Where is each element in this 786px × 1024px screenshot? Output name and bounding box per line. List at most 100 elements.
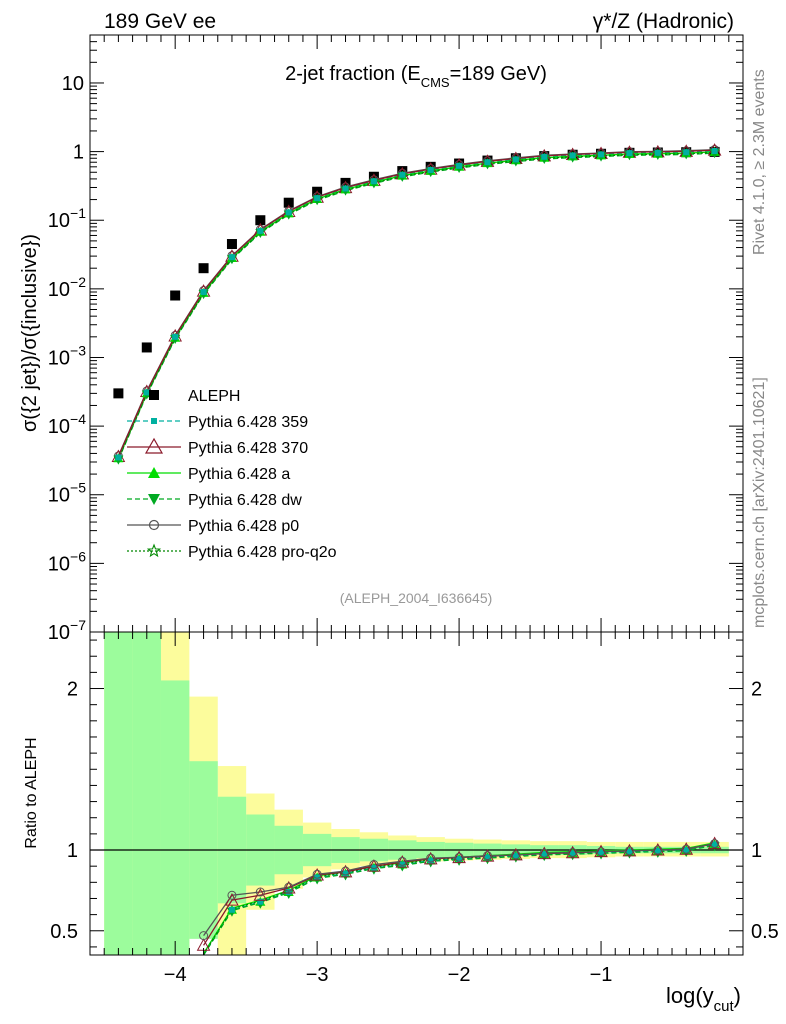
aleph-data-point [283, 197, 294, 208]
y-tick-label: 10−1 [48, 205, 86, 232]
ratio-p0-marker [653, 845, 663, 855]
aleph-data-point [113, 388, 124, 399]
ratio-y-tick-label: 0.5 [50, 921, 78, 943]
legend-label: Pythia 6.428 p0 [188, 518, 299, 535]
y-tick-label: 10−3 [48, 342, 86, 369]
legend-label: Pythia 6.428 359 [188, 414, 308, 431]
ratio-359-marker [711, 841, 718, 848]
ratio-p0-marker [511, 850, 521, 860]
ratio-y-tick-label: 1 [67, 840, 78, 862]
mc-line-pa [117, 151, 715, 459]
legend-marker-p0 [148, 519, 160, 531]
chart-title: 2-jet fraction (ECMS=189 GeV) [285, 63, 547, 90]
stat-band [104, 632, 133, 955]
x-axis-label: log(ycut) [666, 983, 741, 1015]
mc-359-marker [711, 148, 718, 155]
ratio-p0-marker [681, 844, 691, 854]
ratio-359-marker [569, 850, 576, 857]
mc-359-marker [172, 333, 179, 340]
ratio-370-marker [395, 855, 410, 868]
ratio-p0-marker [199, 931, 209, 941]
y-tick-label: 10−2 [48, 274, 86, 301]
mcplots-label: mcplots.cern.ch [arXiv:2401.10621] [751, 377, 768, 628]
ratio-p0-marker [624, 846, 634, 856]
mc-359-marker [683, 149, 690, 156]
ratio-p0-marker [568, 847, 578, 857]
x-tick-label: −2 [448, 964, 471, 986]
ratio-370-marker [452, 850, 466, 864]
legend-label: Pythia 6.428 dw [188, 492, 302, 509]
legend-label: ALEPH [188, 388, 240, 405]
ratio-370-marker [622, 843, 637, 857]
mc-359-marker [456, 162, 463, 169]
ratio-359-marker [512, 852, 519, 859]
aleph-data-point [368, 171, 379, 182]
y-tick-label: 1 [73, 142, 84, 164]
mc-359-marker [370, 178, 377, 185]
ratio-370-marker [367, 859, 381, 872]
ratio-359-marker [257, 898, 264, 905]
ratio-p0-marker [255, 887, 265, 897]
mc-359-marker [399, 171, 406, 178]
ratio-p0-marker [482, 851, 492, 861]
x-tick-label: −4 [164, 964, 187, 986]
analysis-watermark: (ALEPH_2004_I636645) [340, 590, 493, 606]
mc-359-marker [541, 153, 548, 160]
mc-359-marker [427, 166, 434, 173]
ratio-p0-marker [341, 866, 351, 876]
mc-359-marker [200, 288, 207, 295]
y-tick-label: 10−4 [48, 411, 86, 438]
ratio-p0-marker [397, 856, 407, 866]
x-tick-label: −1 [590, 964, 613, 986]
y-tick-label: 10−5 [48, 480, 86, 507]
mc-359-marker [484, 159, 491, 166]
mc-359-marker [569, 152, 576, 159]
mc-359-marker [342, 185, 349, 192]
mc-359-marker [598, 151, 605, 158]
ratio-panel: 0.5 0.5 1 1 2 2 −4 −3 −2 −1 Ratio to ALEPH log(yc… [23, 631, 779, 1015]
ratio-359-marker [654, 847, 661, 854]
ratio-370-marker [225, 893, 239, 906]
main-panel: 10−7 10−6 10−5 10−4 10−3 10−2 10−1 1 10 2-jet fr… [19, 34, 744, 644]
header-right: γ*/Z (Hadronic) [593, 10, 734, 33]
aleph-data-point [141, 342, 152, 353]
mc-359-marker [314, 195, 321, 202]
legend-marker-dw [148, 494, 160, 505]
ratio-359-marker [285, 889, 292, 896]
header-left: 189 GeV ee [104, 10, 216, 33]
ratio-y-tick-label-right: 0.5 [751, 921, 779, 943]
ratio-359-marker [399, 861, 406, 868]
ratio-p0-marker [426, 853, 436, 863]
ratio-p0-marker [284, 882, 294, 892]
legend-marker-a [148, 467, 160, 478]
ratio-359-marker [541, 851, 548, 858]
legend-marker-370 [144, 437, 164, 454]
ratio-370-marker [281, 880, 296, 894]
ratio-370-marker [650, 842, 665, 856]
ratio-370-marker [594, 844, 608, 858]
ratio-370-marker [679, 842, 694, 855]
legend: ALEPH Pythia 6.428 359 Pythia 6.428 370 Pyt… [127, 388, 337, 561]
y-axis-label-ratio: Ratio to ALEPH [23, 737, 40, 848]
ratio-370-marker [423, 851, 438, 865]
mc-359-marker [285, 209, 292, 216]
ratio-359-marker [314, 874, 321, 881]
aleph-data-point [255, 215, 266, 226]
mc-line-p359 [117, 150, 715, 458]
main-frame [89, 34, 744, 633]
legend-marker-aleph [149, 390, 159, 400]
ratio-p0-marker [454, 852, 464, 862]
mc-line-pq2o [117, 151, 715, 460]
ratio-370-marker [537, 846, 552, 860]
aleph-data-point [226, 239, 237, 250]
ratio-y-tick-label: 2 [67, 679, 78, 701]
mc-359-marker [257, 227, 264, 234]
mc-359-marker [115, 454, 122, 461]
ratio-p0-marker [369, 860, 379, 870]
ratio-359-marker [484, 854, 491, 861]
ratio-359-marker [683, 847, 690, 854]
ratio-370-marker [480, 849, 495, 862]
legend-label: Pythia 6.428 370 [188, 440, 308, 457]
legend-label: Pythia 6.428 pro-q2o [188, 544, 337, 561]
